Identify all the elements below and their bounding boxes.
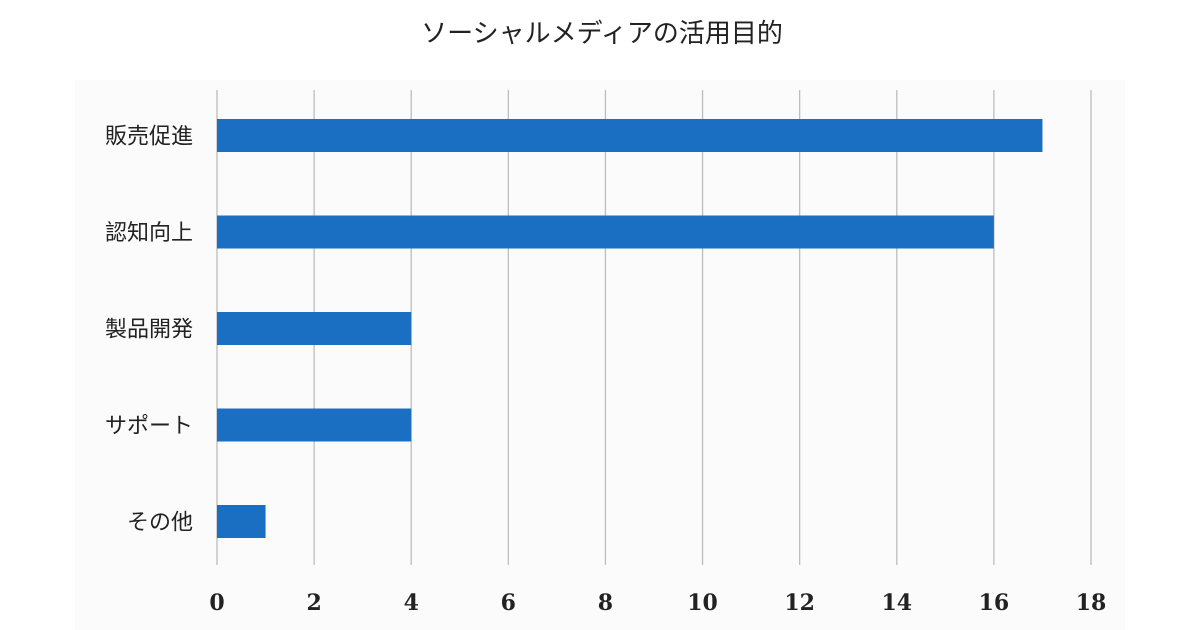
category-label: 認知向上 — [105, 221, 193, 246]
chart-title: ソーシャルメディアの活用目的 — [421, 19, 783, 49]
x-tick-label: 8 — [598, 590, 613, 616]
x-tick-label: 12 — [784, 590, 815, 616]
bar-0 — [217, 119, 1043, 152]
category-label: その他 — [127, 511, 193, 536]
x-tick-label: 18 — [1076, 590, 1107, 616]
x-tick-label: 10 — [687, 590, 718, 616]
bar-2 — [217, 312, 412, 345]
category-label: 販売促進 — [105, 125, 193, 150]
x-tick-label: 14 — [881, 590, 912, 616]
bar-3 — [217, 408, 412, 442]
category-label: サポート — [105, 414, 193, 439]
bar-4 — [217, 505, 266, 538]
x-tick-label: 0 — [209, 590, 224, 616]
x-tick-labels: 0 2 4 6 8 10 12 14 16 18 — [209, 590, 1106, 616]
x-tick-label: 4 — [404, 590, 419, 616]
bars — [217, 119, 1043, 538]
bar-1 — [217, 215, 994, 249]
category-label: 製品開発 — [105, 318, 193, 343]
plot-background — [75, 80, 1125, 630]
x-tick-label: 6 — [501, 590, 516, 616]
x-tick-label: 2 — [306, 590, 321, 616]
x-tick-label: 16 — [979, 590, 1010, 616]
